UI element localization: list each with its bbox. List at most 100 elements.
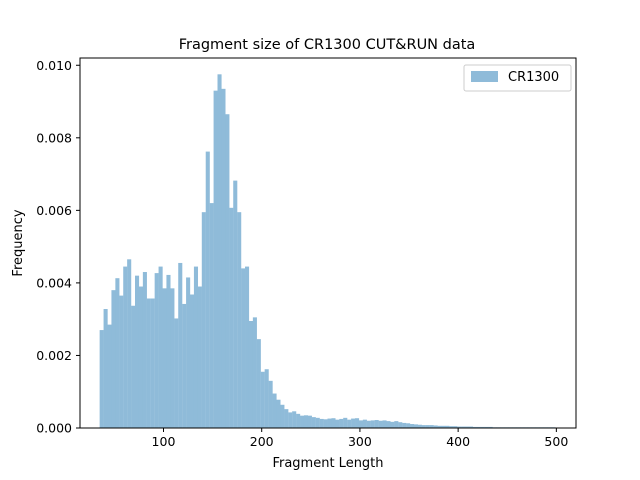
histogram-bar [335, 419, 340, 428]
histogram-bar [394, 421, 399, 428]
histogram-bar [425, 425, 430, 428]
chart-title: Fragment size of CR1300 CUT&RUN data [179, 37, 476, 53]
histogram-bar [429, 425, 434, 428]
histogram-bar [260, 371, 265, 428]
histogram-bar [339, 418, 344, 428]
histogram-bar [457, 426, 462, 428]
histogram-bar [99, 330, 104, 428]
histogram-bar [229, 207, 234, 428]
histogram-bar [205, 151, 210, 428]
histogram-bar [186, 277, 191, 428]
legend-label: CR1300 [508, 70, 559, 85]
histogram-bar [374, 420, 379, 428]
histogram-bar [323, 419, 328, 428]
histogram-bar [107, 324, 112, 428]
y-tick-label: 0.004 [36, 275, 72, 290]
histogram-bar [280, 404, 285, 428]
histogram-bar [162, 288, 167, 428]
histogram-bar [111, 290, 116, 428]
x-axis-label: Fragment Length [272, 456, 383, 471]
histogram-bar [142, 272, 147, 428]
histogram-bar [355, 418, 360, 428]
histogram-bar [343, 417, 348, 428]
histogram-bar [241, 268, 246, 428]
histogram-bar [417, 424, 422, 428]
histogram-bar [382, 420, 387, 428]
histogram-bar [127, 259, 132, 428]
histogram-bar [472, 426, 477, 428]
plot-frame [79, 57, 577, 429]
histogram-bar [170, 288, 175, 428]
y-tick-label: 0.000 [36, 421, 72, 436]
y-tick-label: 0.008 [36, 130, 72, 145]
histogram-bar [358, 420, 364, 428]
legend-swatch [471, 71, 498, 82]
histogram-bar [123, 266, 128, 428]
histogram-bar [327, 418, 332, 428]
x-tick-label: 300 [348, 434, 372, 449]
histogram-bar [272, 393, 277, 428]
y-tick-label: 0.010 [36, 58, 72, 73]
histogram-bar [480, 426, 485, 428]
histogram-bar [174, 318, 179, 428]
histogram-bar [351, 418, 356, 428]
histogram-bar [158, 266, 163, 428]
x-tick-label: 200 [250, 434, 274, 449]
histogram-bar [197, 286, 202, 428]
histogram-bar [190, 294, 195, 428]
histogram-bar [398, 422, 403, 428]
histogram-bar [406, 423, 411, 428]
histogram-bar [319, 418, 324, 428]
histogram-bar [413, 424, 419, 428]
histogram-bar [103, 309, 108, 428]
histogram-bar [237, 212, 242, 428]
y-tick-label: 0.002 [36, 348, 72, 363]
histogram-bar [315, 417, 320, 428]
histogram-bar [390, 421, 395, 428]
x-axis-ticks: 100 200 300 400 500 [152, 428, 568, 449]
y-tick-label: 0.006 [36, 203, 72, 218]
histogram-bar [217, 74, 222, 428]
histogram-bar [307, 415, 312, 428]
histogram-bar [378, 420, 383, 428]
histogram-bars [99, 74, 556, 429]
histogram-bar [135, 275, 140, 428]
histogram-bar [115, 278, 120, 428]
histogram-bar [193, 266, 199, 428]
histogram-bar [213, 90, 218, 429]
histogram-bar [256, 339, 261, 428]
histogram-bar [292, 411, 297, 428]
histogram-bar [449, 426, 454, 428]
y-axis-label: Frequency [11, 209, 26, 276]
histogram-bar [300, 415, 305, 428]
histogram-bar [437, 425, 442, 428]
histogram-bar [468, 426, 474, 428]
histogram-bar [150, 298, 155, 428]
histogram-bar [146, 298, 151, 428]
histogram-bar [201, 212, 206, 428]
histogram-bar [476, 426, 481, 428]
histogram-bar [370, 420, 375, 428]
x-tick-label: 500 [544, 434, 568, 449]
histogram-bar [465, 426, 470, 428]
histogram-bar [303, 415, 309, 428]
y-axis-ticks: 0.000 0.002 0.004 0.006 0.008 0.010 [36, 58, 80, 436]
histogram-bar [484, 426, 489, 428]
histogram-bar [366, 420, 371, 428]
histogram-bar [410, 424, 415, 428]
histogram-bar [386, 421, 391, 428]
histogram-bar [296, 413, 301, 428]
histogram-bar [461, 426, 466, 428]
histogram-bar [288, 412, 293, 428]
histogram-bar [488, 426, 493, 428]
histogram-bar [276, 399, 281, 428]
histogram-bar [138, 286, 144, 428]
histogram-bar [264, 369, 269, 428]
x-tick-label: 400 [446, 434, 470, 449]
histogram-bar [421, 425, 426, 428]
histogram-bar [221, 88, 226, 428]
histogram-bar [209, 203, 214, 428]
legend: CR1300 [463, 64, 572, 92]
histogram-bar [347, 419, 352, 428]
